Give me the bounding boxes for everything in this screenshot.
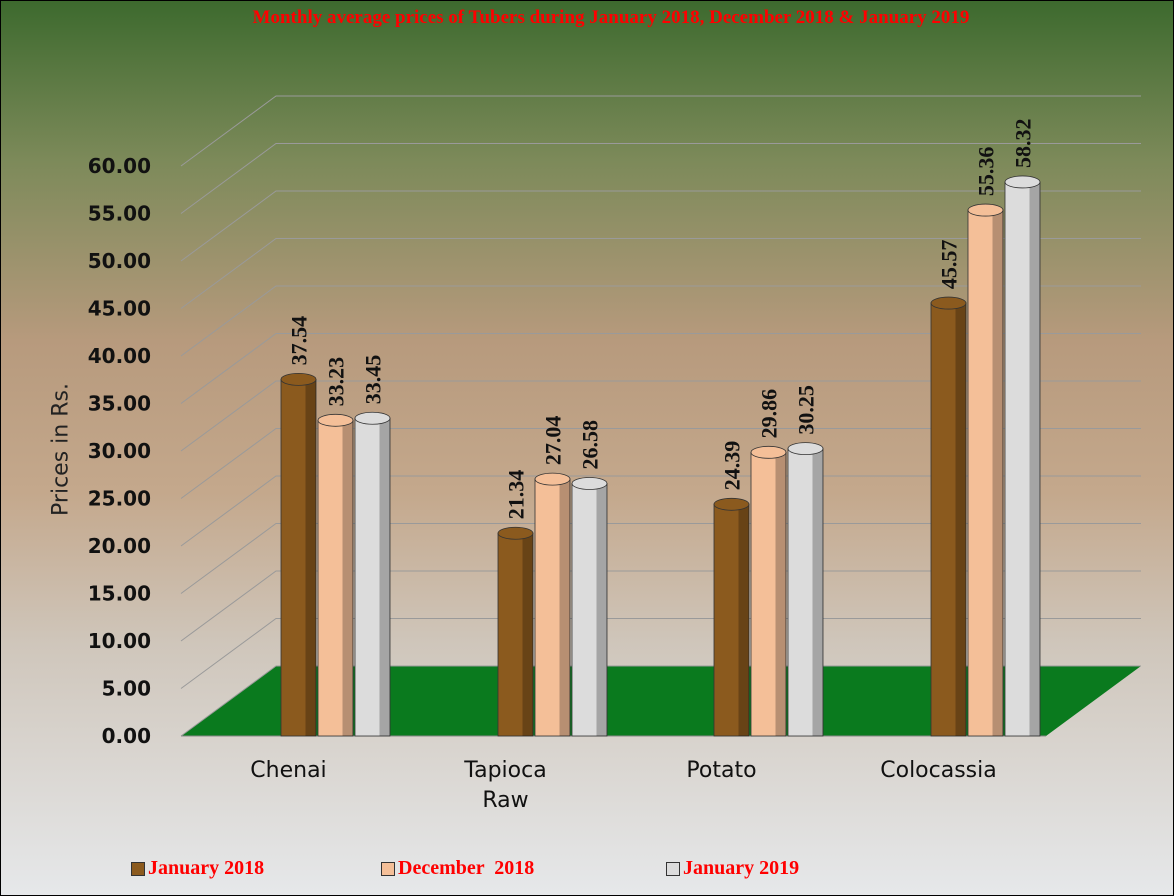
value-label: 24.39 bbox=[720, 441, 745, 491]
legend-swatch bbox=[666, 862, 680, 876]
legend-swatch bbox=[131, 862, 145, 876]
bar-shade bbox=[776, 452, 787, 736]
bar-cap bbox=[1005, 176, 1040, 188]
bar-cap bbox=[931, 297, 966, 309]
y-tick-label: 45.00 bbox=[88, 297, 151, 321]
bar-cap bbox=[535, 473, 570, 485]
value-label: 33.23 bbox=[324, 357, 349, 407]
value-label: 30.25 bbox=[794, 385, 819, 435]
x-tick-label: Potato bbox=[659, 756, 784, 786]
value-label: 21.34 bbox=[504, 470, 529, 520]
bar-cap bbox=[572, 477, 607, 489]
y-tick-label: 25.00 bbox=[88, 487, 151, 511]
value-label: 29.86 bbox=[757, 389, 782, 439]
y-tick-label: 10.00 bbox=[88, 629, 151, 653]
bar-shade bbox=[380, 418, 391, 736]
y-tick-label: 35.00 bbox=[88, 392, 151, 416]
x-tick-label: Colocassia bbox=[876, 756, 1001, 786]
bar-cap bbox=[751, 446, 786, 458]
bar-shade bbox=[306, 379, 317, 736]
bar-cap bbox=[498, 527, 533, 539]
chart: 0.00 5.00 10.00 15.00 20.00 25.00 30.00 35.00 40… bbox=[0, 0, 1174, 896]
bar-shade bbox=[597, 483, 608, 736]
y-tick-label: 40.00 bbox=[88, 344, 151, 368]
bar-cap bbox=[318, 414, 353, 426]
bar-cap bbox=[355, 412, 390, 424]
bar-shade bbox=[739, 504, 750, 736]
value-label: 37.54 bbox=[287, 316, 312, 366]
bar-cap bbox=[788, 443, 823, 455]
y-tick-label: 20.00 bbox=[88, 534, 151, 558]
bar-shade bbox=[993, 210, 1004, 736]
bar-shade bbox=[813, 449, 824, 736]
chart-title: Monthly average prices of Tubers during … bbox=[201, 6, 1021, 30]
bar-cap bbox=[714, 498, 749, 510]
legend-item: January 2018 bbox=[131, 857, 264, 880]
y-tick-label: 60.00 bbox=[88, 154, 151, 178]
x-tick-label: Tapioca Raw bbox=[443, 756, 568, 816]
bar-shade bbox=[560, 479, 571, 736]
value-label: 55.36 bbox=[974, 147, 999, 197]
value-label: 26.58 bbox=[578, 420, 603, 470]
value-label: 33.45 bbox=[361, 355, 386, 405]
bar-shade bbox=[343, 420, 354, 736]
bar-shade bbox=[523, 533, 534, 736]
value-label: 27.04 bbox=[541, 416, 566, 466]
y-tick-label: 5.00 bbox=[102, 677, 151, 701]
bar-shade bbox=[956, 303, 967, 736]
bar-shade bbox=[1030, 182, 1041, 736]
y-tick-label: 30.00 bbox=[88, 439, 151, 463]
legend-label: January 2019 bbox=[683, 857, 799, 880]
legend-swatch bbox=[381, 862, 395, 876]
legend-label: December 2018 bbox=[398, 857, 534, 880]
legend-label: January 2018 bbox=[148, 857, 264, 880]
y-tick-label: 50.00 bbox=[88, 249, 151, 273]
y-tick-label: 15.00 bbox=[88, 582, 151, 606]
legend-item: December 2018 bbox=[381, 857, 534, 880]
bar-cap bbox=[281, 373, 316, 385]
value-label: 58.32 bbox=[1011, 118, 1036, 168]
legend-item: January 2019 bbox=[666, 857, 799, 880]
bar-cap bbox=[968, 204, 1003, 216]
value-label: 45.57 bbox=[937, 240, 962, 290]
y-tick-label: 55.00 bbox=[88, 202, 151, 226]
y-axis-label: Prices in Rs. bbox=[49, 350, 74, 550]
x-tick-label: Chenai bbox=[226, 756, 351, 786]
y-tick-label: 0.00 bbox=[102, 724, 151, 748]
